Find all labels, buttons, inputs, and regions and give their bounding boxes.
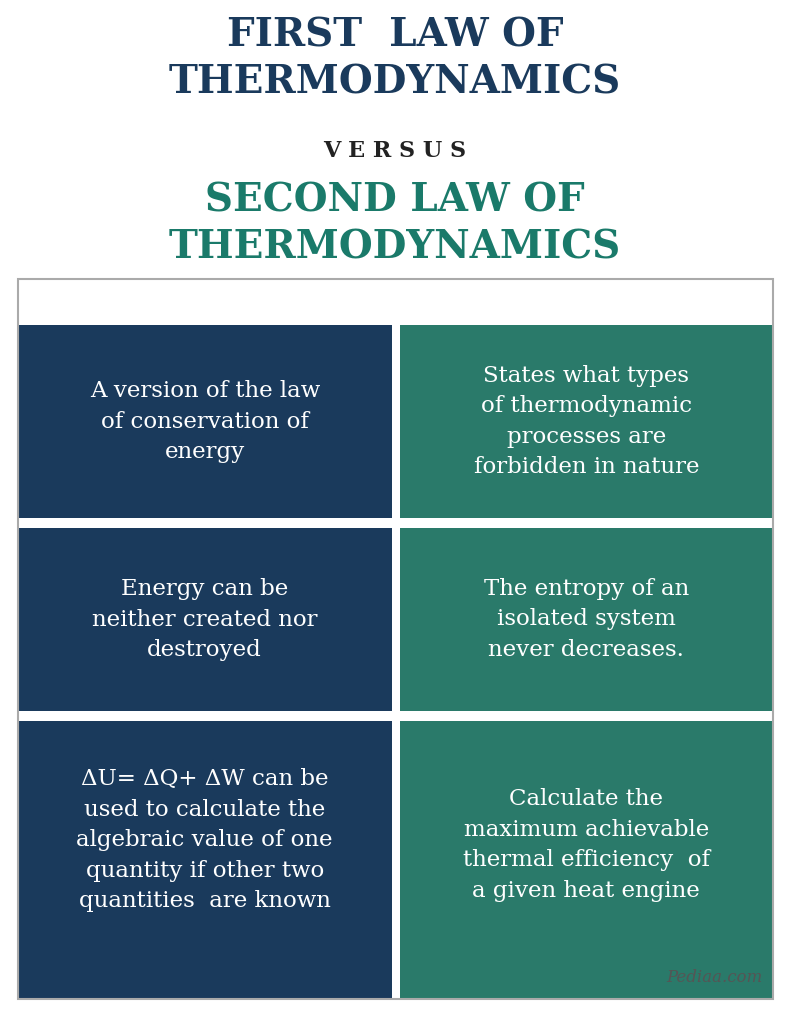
Bar bbox=[18, 325, 392, 518]
Text: Calculate the
maximum achievable
thermal efficiency  of
a given heat engine: Calculate the maximum achievable thermal… bbox=[463, 788, 710, 902]
Bar bbox=[18, 721, 392, 999]
Bar bbox=[18, 528, 392, 711]
Text: The entropy of an
isolated system
never decreases.: The entropy of an isolated system never … bbox=[483, 578, 689, 661]
Text: V E R S U S: V E R S U S bbox=[324, 140, 467, 162]
Bar bbox=[399, 721, 773, 999]
Bar bbox=[399, 325, 773, 518]
Text: States what types
of thermodynamic
processes are
forbidden in nature: States what types of thermodynamic proce… bbox=[474, 364, 699, 478]
Text: FIRST  LAW OF
THERMODYNAMICS: FIRST LAW OF THERMODYNAMICS bbox=[168, 16, 621, 102]
Text: Pediaa.com: Pediaa.com bbox=[667, 969, 763, 986]
Text: Energy can be
neither created nor
destroyed: Energy can be neither created nor destro… bbox=[92, 578, 317, 661]
Text: A version of the law
of conservation of
energy: A version of the law of conservation of … bbox=[89, 380, 320, 463]
Bar bbox=[18, 279, 773, 999]
Bar bbox=[399, 528, 773, 711]
Text: ΔU= ΔQ+ ΔW can be
used to calculate the
algebraic value of one
quantity if other: ΔU= ΔQ+ ΔW can be used to calculate the … bbox=[77, 768, 333, 912]
Text: SECOND LAW OF
THERMODYNAMICS: SECOND LAW OF THERMODYNAMICS bbox=[168, 182, 621, 266]
